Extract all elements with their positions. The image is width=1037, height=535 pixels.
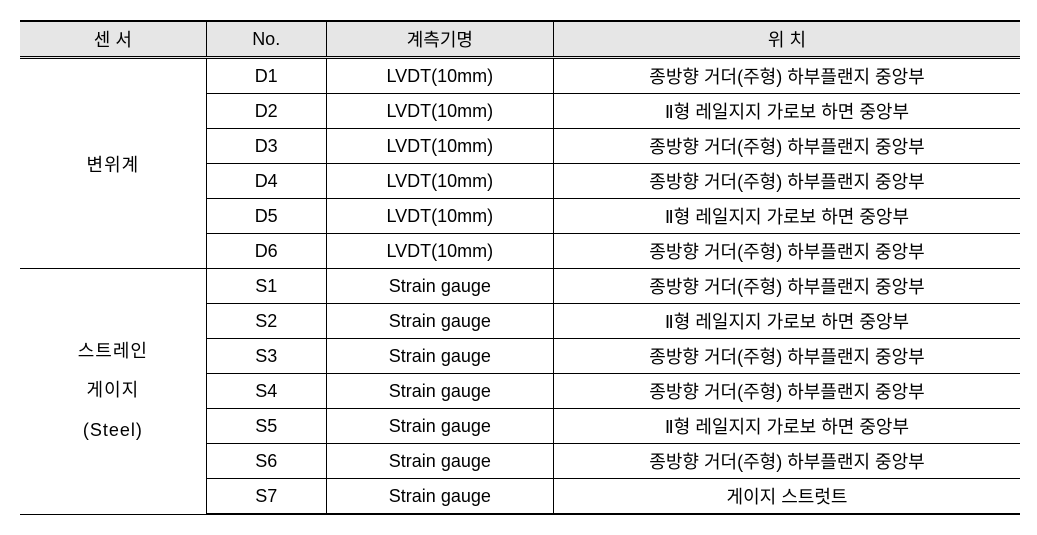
cell-instrument: Strain gauge [326,339,553,374]
cell-instrument: LVDT(10mm) [326,199,553,234]
cell-no: S3 [206,339,326,374]
cell-instrument: Strain gauge [326,409,553,444]
cell-location: Ⅱ형 레일지지 가로보 하면 중앙부 [553,199,1020,234]
cell-location: 종방향 거더(주형) 하부플랜지 중앙부 [553,339,1020,374]
cell-location: 종방향 거더(주형) 하부플랜지 중앙부 [553,129,1020,164]
cell-no: D5 [206,199,326,234]
header-no: No. [206,21,326,58]
cell-no: D1 [206,58,326,94]
cell-no: D6 [206,234,326,269]
cell-instrument: LVDT(10mm) [326,129,553,164]
cell-instrument: Strain gauge [326,444,553,479]
cell-instrument: Strain gauge [326,269,553,304]
cell-instrument: Strain gauge [326,374,553,409]
group2-line3: (Steel) [83,420,143,440]
cell-no: S5 [206,409,326,444]
cell-location: 종방향 거더(주형) 하부플랜지 중앙부 [553,164,1020,199]
cell-location: 종방향 거더(주형) 하부플랜지 중앙부 [553,444,1020,479]
group2-label: 스트레인 게이지 (Steel) [20,269,206,515]
header-location: 위 치 [553,21,1020,58]
cell-no: D2 [206,94,326,129]
cell-no: S2 [206,304,326,339]
group1-label: 변위계 [20,58,206,269]
header-sensor: 센 서 [20,21,206,58]
table-row: 스트레인 게이지 (Steel) S1 Strain gauge 종방향 거더(… [20,269,1020,304]
cell-no: D3 [206,129,326,164]
cell-location: Ⅱ형 레일지지 가로보 하면 중앙부 [553,409,1020,444]
cell-no: S6 [206,444,326,479]
cell-no: S1 [206,269,326,304]
group2-line1: 스트레인 [78,341,148,361]
cell-location: Ⅱ형 레일지지 가로보 하면 중앙부 [553,304,1020,339]
cell-location: 종방향 거더(주형) 하부플랜지 중앙부 [553,374,1020,409]
cell-location: Ⅱ형 레일지지 가로보 하면 중앙부 [553,94,1020,129]
header-row: 센 서 No. 계측기명 위 치 [20,21,1020,58]
header-instrument: 계측기명 [326,21,553,58]
cell-location: 종방향 거더(주형) 하부플랜지 중앙부 [553,269,1020,304]
cell-no: D4 [206,164,326,199]
cell-instrument: LVDT(10mm) [326,164,553,199]
cell-instrument: LVDT(10mm) [326,234,553,269]
group2-line2: 게이지 [87,380,140,400]
cell-instrument: Strain gauge [326,304,553,339]
cell-location: 종방향 거더(주형) 하부플랜지 중앙부 [553,58,1020,94]
cell-instrument: LVDT(10mm) [326,94,553,129]
sensor-table: 센 서 No. 계측기명 위 치 변위계 D1 LVDT(10mm) 종방향 거… [20,20,1020,515]
cell-location: 종방향 거더(주형) 하부플랜지 중앙부 [553,234,1020,269]
cell-instrument: LVDT(10mm) [326,58,553,94]
cell-no: S4 [206,374,326,409]
table-row: 변위계 D1 LVDT(10mm) 종방향 거더(주형) 하부플랜지 중앙부 [20,58,1020,94]
